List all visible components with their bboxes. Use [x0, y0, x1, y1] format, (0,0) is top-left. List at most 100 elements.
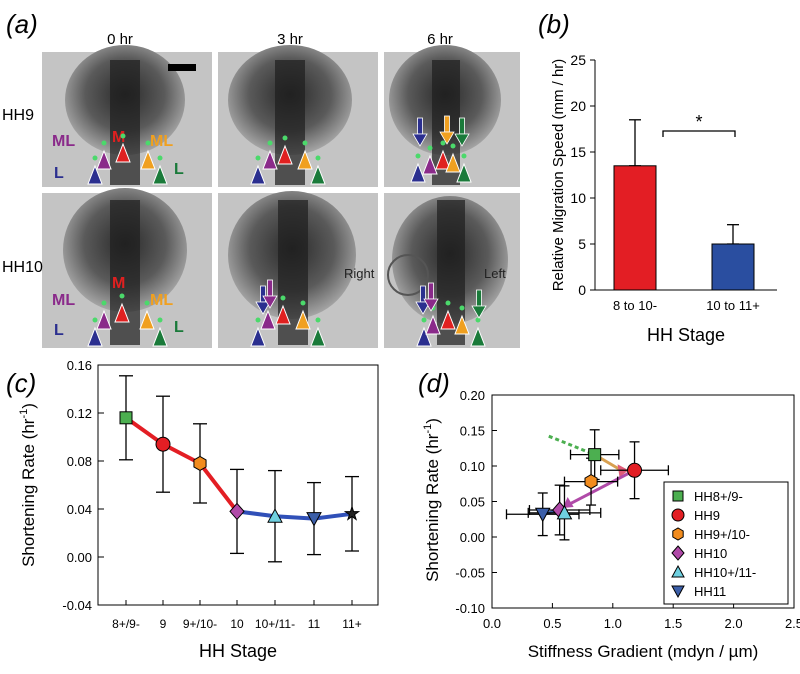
label-l-left-hh10: L — [54, 322, 64, 339]
legend-marker-3 — [671, 545, 685, 561]
legend-label-0: HH8+/9- — [694, 489, 743, 504]
panel-b-xtick-0: 8 to 10- — [613, 298, 657, 313]
tracked-cell-dot — [459, 305, 465, 311]
tracked-cell-dot — [255, 155, 261, 161]
panel-b-bars — [613, 119, 755, 291]
micrograph-hh9-6hr — [384, 45, 520, 187]
displacement-arrow-shaft — [417, 117, 423, 135]
panel-c-xtick-label: 10 — [230, 617, 244, 631]
tracking-arrowhead — [435, 149, 451, 170]
panel-d-plot — [505, 429, 670, 541]
panel-b-errorbar — [727, 224, 739, 245]
displacement-arrow-head — [412, 133, 428, 147]
legend-marker-2 — [672, 527, 684, 541]
tracking-arrowhead — [310, 164, 326, 185]
displacement-arrow-head — [439, 131, 455, 145]
tracking-arrowhead — [440, 309, 456, 330]
legend-label-2: HH9+/10- — [694, 527, 750, 542]
panel-c-x-ticks: 8+/9- 9 9+/10- 10 10+/11- 11 11+ — [112, 600, 362, 631]
label-m-hh10: M — [112, 275, 125, 292]
panel-d-xlabel: Stiffness Gradient (mdyn / µm) — [528, 642, 759, 661]
tracking-arrowhead — [250, 326, 266, 347]
label-l-right-hh9: L — [174, 161, 184, 178]
tracked-cell-dot — [445, 300, 451, 306]
panel-d-ylabel: Shortening Rate (hr-1) — [422, 418, 442, 582]
panel-d-label: (d) — [418, 368, 450, 398]
panel-a-label: (a) — [6, 9, 38, 39]
displacement-arrow-head — [262, 295, 278, 309]
panel-b-xtick-1: 10 to 11+ — [706, 298, 760, 313]
panel-d: (d) -0.10-0.050.000.050.100.150.20 0.0 0.… — [418, 368, 800, 661]
displacement-arrow-head — [423, 298, 439, 312]
panel-c-point-6 — [343, 505, 361, 521]
panel-d-xtick-label: 0.0 — [483, 616, 501, 631]
panel-c-point-3 — [229, 502, 245, 521]
panel-d-legend: HH8+/9- HH9 HH9+/10- HH10 HH10+/11- HH11 — [663, 481, 789, 605]
panel-c-point-5 — [306, 512, 322, 527]
panel-d-xtick-label: 2.5 — [785, 616, 800, 631]
panel-b-y-ticks: 0 5 10 15 20 25 — [570, 52, 595, 298]
label-m-hh9: M — [112, 129, 125, 146]
tracked-cell-dot — [145, 140, 151, 146]
panel-c-xtick-label: 8+/9- — [112, 617, 140, 631]
tracking-markers — [87, 115, 487, 347]
label-ml-left-hh10: ML — [52, 292, 75, 309]
tracking-arrowhead — [96, 149, 112, 170]
tracking-arrowhead — [260, 309, 276, 330]
tracked-cell-dot — [267, 140, 273, 146]
panel-c-ytick-label: 0.16 — [67, 358, 92, 373]
panel-d-ytick-label: 0.00 — [460, 530, 485, 545]
panel-d-xtick-label: 2.0 — [725, 616, 743, 631]
displacement-arrow-shaft — [428, 282, 434, 300]
label-l-left-hh9: L — [54, 165, 64, 182]
legend-marker-5 — [671, 585, 685, 599]
tracked-cell-dot — [92, 317, 98, 323]
panel-d-ytick-label: -0.10 — [455, 601, 485, 616]
tracked-cell-dot — [92, 155, 98, 161]
tracked-cell-dot — [144, 300, 150, 306]
panel-b-ytick-label: 0 — [578, 282, 586, 298]
legend-label-5: HH11 — [694, 584, 726, 599]
tracked-cell-dot — [157, 155, 163, 161]
panel-c-point-4 — [267, 508, 283, 523]
time-label-0hr: 0 hr — [107, 31, 133, 48]
tracking-arrowhead — [262, 149, 278, 170]
tracked-cell-dot — [440, 140, 446, 146]
panel-b-label: (b) — [538, 9, 570, 39]
tracking-arrowhead — [96, 309, 112, 330]
significance-bracket — [662, 130, 736, 137]
tracked-cell-dot — [255, 317, 261, 323]
tracking-arrowhead — [275, 304, 291, 325]
panel-c-ytick-label: 0.00 — [67, 550, 92, 565]
label-ml-right-hh10: ML — [150, 292, 173, 309]
panel-c-ytick-label: 0.04 — [67, 502, 92, 517]
panel-c-ytick-label: 0.08 — [67, 454, 92, 469]
panel-d-y-ticks: -0.10 -0.05 0.00 0.05 0.10 0.15 0.20 — [455, 388, 497, 616]
panel-c-xtick-label: 9 — [160, 617, 167, 631]
panel-c-label: (c) — [6, 368, 36, 398]
trajectory-dashed — [548, 434, 596, 457]
panel-b-errorbar — [629, 119, 641, 167]
tracking-arrowhead — [297, 149, 313, 170]
panel-c-ytick-label: 0.12 — [67, 406, 92, 421]
tracked-cell-dot — [450, 143, 456, 149]
panel-c-point-0 — [119, 411, 133, 425]
panel-b-ytick-label: 25 — [570, 52, 586, 68]
panel-b-ylabel: Relative Migration Speed (mm / hr) — [550, 59, 567, 292]
tracking-arrowhead — [250, 164, 266, 185]
tracking-arrowhead — [310, 326, 326, 347]
tracking-arrowhead — [454, 314, 470, 335]
panel-d-ytick-label: -0.05 — [455, 566, 485, 581]
legend-marker-1 — [671, 508, 685, 522]
panel-c-ytick-label: -0.04 — [62, 598, 92, 613]
legend-marker-0 — [672, 490, 684, 502]
panel-d-ytick-label: 0.15 — [460, 424, 485, 439]
panel-d-ytick-label: 0.10 — [460, 459, 485, 474]
displacement-arrow-shaft — [459, 117, 465, 135]
tracking-arrowhead — [416, 326, 432, 347]
panel-d-point-5 — [534, 507, 551, 523]
displacement-arrow-head — [415, 301, 431, 315]
tracking-arrowhead — [115, 142, 131, 163]
panel-b-ytick-label: 15 — [570, 144, 586, 160]
tracked-cell-dot — [315, 155, 321, 161]
